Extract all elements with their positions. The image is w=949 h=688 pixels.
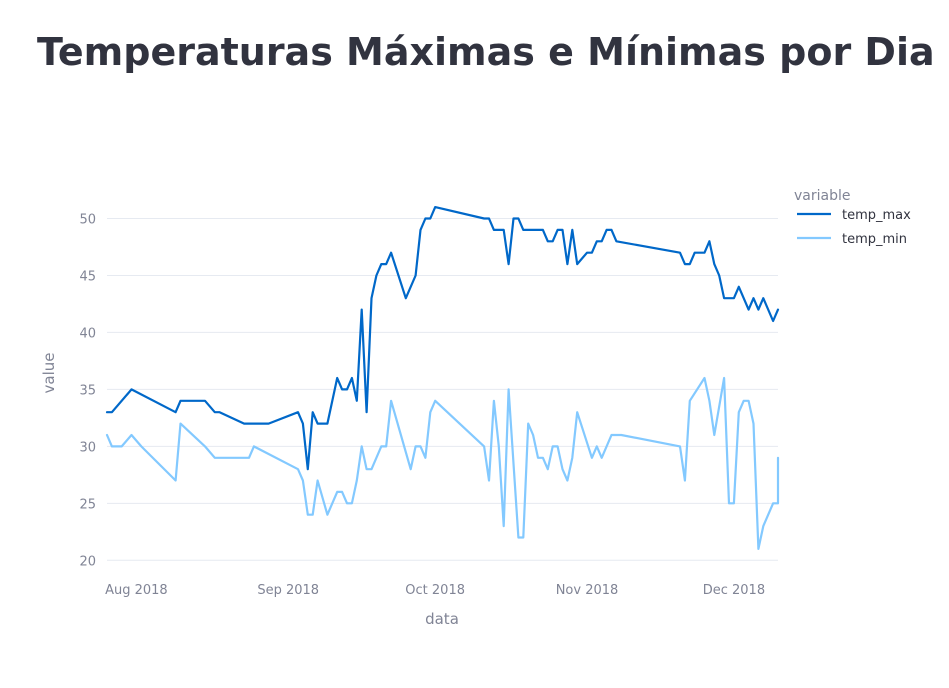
x-tick-label: Oct 2018 <box>405 583 465 598</box>
y-tick-label: 25 <box>79 497 96 512</box>
legend-item-temp-min[interactable]: temp_min <box>797 232 907 247</box>
x-tick-label: Aug 2018 <box>105 583 168 598</box>
gridlines <box>107 217 778 561</box>
legend-item-temp-max[interactable]: temp_max <box>797 208 911 223</box>
x-axis-label: data <box>425 610 459 628</box>
legend-label: temp_min <box>842 232 907 247</box>
x-axis-ticks: Aug 2018 Sep 2018 Oct 2018 Nov 2018 Dec 2018 <box>105 583 765 598</box>
legend-label: temp_max <box>842 208 911 223</box>
y-tick-label: 20 <box>79 554 96 569</box>
y-axis-ticks: 20 25 30 35 40 45 50 <box>79 212 96 569</box>
legend-title: variable <box>794 188 850 204</box>
legend[interactable]: variable temp_max temp_min <box>794 188 911 247</box>
x-tick-label: Dec 2018 <box>703 583 765 598</box>
x-tick-label: Sep 2018 <box>257 583 319 598</box>
y-tick-label: 40 <box>79 326 96 341</box>
y-tick-label: 50 <box>79 212 96 227</box>
series-lines <box>105 206 780 550</box>
x-tick-label: Nov 2018 <box>556 583 619 598</box>
y-tick-label: 30 <box>79 440 96 455</box>
y-tick-label: 45 <box>79 269 96 284</box>
y-tick-label: 35 <box>79 383 96 398</box>
series-line-temp-min[interactable] <box>105 376 780 550</box>
page-title: Temperaturas Máximas e Mínimas por Dia <box>37 30 935 74</box>
series-line-temp-max[interactable] <box>105 206 780 471</box>
y-axis-label: value <box>40 353 58 394</box>
